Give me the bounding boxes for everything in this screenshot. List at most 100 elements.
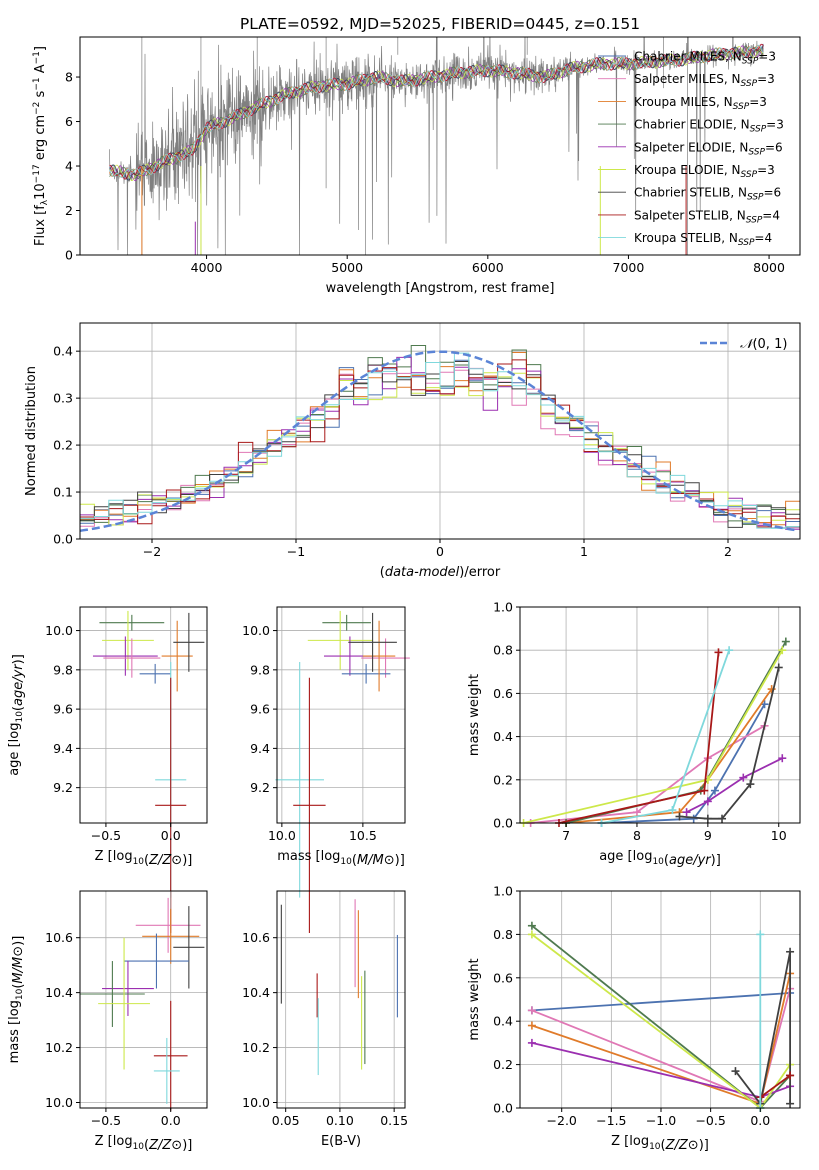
- y-tick-label: 0.0: [493, 1101, 513, 1116]
- x-tick-label: −1.5: [596, 1113, 626, 1128]
- y-tick-label: 0.4: [493, 729, 513, 744]
- y-axis-label: age [log10(age/yr)]: [7, 654, 26, 776]
- residuals-panel: −2 −1 0 1 2 0.0 0.1 0.2 0.3 0.4 (data-model)/error…: [24, 322, 801, 580]
- y-tick-label: 10.6: [242, 930, 270, 945]
- weight-series-salpeter_elodie: [682, 754, 787, 817]
- axes-frame: [276, 890, 406, 1109]
- errorbar-kroupa_elodie: [98, 937, 150, 1070]
- residual-histogram-salpeter_stelib: [80, 359, 800, 528]
- mass_vs_ebv-axes: 0.05 0.10 0.15 10.0 10.2 10.4 10.6 E(B-V): [242, 890, 408, 1149]
- x-tick-label: 8: [633, 828, 641, 843]
- errorbar-chabrier_stelib: [173, 906, 205, 989]
- errorbar-kroupa_elodie: [307, 610, 373, 670]
- y-tick-label: 0.8: [493, 643, 513, 658]
- y-tick-label: 0.0: [53, 532, 73, 547]
- x-tick-label: 10.0: [268, 828, 296, 843]
- age_vs_mass-plot-area: [275, 610, 410, 933]
- y-tick-label: 9.2: [53, 780, 73, 795]
- model-spectrum-chabrier_stelib: [109, 45, 764, 181]
- errorbar-chabrier_elodie: [99, 614, 165, 631]
- y-tick-label: 10.4: [45, 985, 73, 1000]
- weight_vs_Z-panel: −2.0 −1.5 −1.0 −0.5 0.0 0.0 0.2 0.4 0.6 0.8 1.0 Z […: [467, 884, 801, 1153]
- y-tick-label: 10.0: [45, 623, 73, 638]
- weight_vs_age-axes: 7 8 9 10 0.0 0.2 0.4 0.6 0.8 1.0 age [log10(age/yr…: [467, 600, 801, 868]
- x-tick-label: −1: [287, 544, 305, 559]
- errorbar-chabrier_stelib: [348, 612, 397, 672]
- residual-histogram-kroupa_stelib: [80, 352, 800, 529]
- y-tick-label: 10.2: [242, 1040, 270, 1055]
- weight_vs_Z-plot-area: [527, 921, 795, 1112]
- model-spectrum-kroupa_stelib: [109, 44, 764, 178]
- errorbar-kroupa_stelib: [153, 1037, 180, 1104]
- x-tick-label: −1.0: [646, 1113, 676, 1128]
- y-tick-label: 1.0: [493, 600, 513, 615]
- y-axis-label: Normed distribution: [24, 366, 39, 496]
- axes-frame: [519, 606, 801, 824]
- weight_vs_age-panel: 7 8 9 10 0.0 0.2 0.4 0.6 0.8 1.0 age [log10(age/yr…: [467, 600, 801, 868]
- y-tick-label: 2: [65, 203, 73, 218]
- x-tick-label: 7000: [613, 260, 645, 275]
- age_vs_mass-panel: 10.0 10.5 9.2 9.4 9.6 9.8 10.0 mass [log10(M/M⊙…: [242, 606, 410, 933]
- spectrum-plot-area: [109, 37, 764, 255]
- x-tick-label: 2: [724, 544, 732, 559]
- y-tick-label: 0.2: [53, 438, 73, 453]
- y-tick-label: 10.0: [242, 1095, 270, 1110]
- normal-curve: [79, 350, 798, 533]
- y-axis-label: mass [log10(M/M⊙)]: [7, 936, 26, 1064]
- legend-label: Kroupa MILES, NSSP=3: [634, 95, 767, 112]
- y-tick-label: 0.2: [493, 772, 513, 787]
- weight-series-chabrier_stelib: [675, 663, 783, 823]
- legend-label: Salpeter MILES, NSSP=3: [634, 72, 775, 89]
- y-tick-label: 4: [65, 159, 73, 174]
- y-tick-label: 9.6: [53, 702, 73, 717]
- x-axis-label: Z [log10(Z/Z⊙)]: [95, 849, 193, 868]
- x-tick-label: 0.0: [750, 1113, 770, 1128]
- errorbar-salpeter_stelib: [293, 677, 326, 933]
- mass_vs_Z-plot-area: [80, 897, 205, 1111]
- errorbar-chabrier_miles: [139, 663, 171, 684]
- legend-label: Chabrier ELODIE, NSSP=3: [634, 118, 784, 135]
- x-tick-label: −0.5: [91, 1113, 121, 1128]
- mass_vs_ebv-plot-area: [280, 899, 398, 1076]
- errorbar-salpeter_elodie: [102, 961, 154, 1016]
- errorbar-kroupa_miles: [161, 620, 193, 692]
- y-tick-label: 1.0: [493, 884, 513, 899]
- model-spectrum-salpeter_elodie: [109, 45, 764, 181]
- x-tick-label: 0: [436, 544, 444, 559]
- x-tick-label: 1: [580, 544, 588, 559]
- y-tick-label: 9.8: [53, 662, 73, 677]
- x-axis-label: (data-model)/error: [380, 565, 501, 580]
- x-tick-label: 0.05: [272, 1113, 300, 1128]
- x-axis-label: age [log10(age/yr)]: [599, 849, 721, 868]
- y-tick-label: 0.1: [53, 485, 73, 500]
- legend-label: Salpeter STELIB, NSSP=4: [634, 208, 780, 225]
- legend-label: 𝒩(0, 1): [740, 337, 787, 352]
- y-tick-label: 9.4: [53, 741, 73, 756]
- errorbar-chabrier_elodie: [322, 614, 371, 631]
- y-tick-label: 0.0: [493, 816, 513, 831]
- y-tick-label: 0.6: [493, 686, 513, 701]
- y-tick-label: 0.4: [493, 1014, 513, 1029]
- figure-title: PLATE=0592, MJD=52025, FIBERID=0445, z=0…: [240, 15, 640, 33]
- residuals-plot-area: [79, 345, 800, 533]
- legend-label: Kroupa STELIB, NSSP=4: [634, 231, 772, 248]
- y-tick-label: 0.6: [493, 970, 513, 985]
- y-tick-label: 0: [65, 248, 73, 263]
- x-tick-label: 0.10: [326, 1113, 354, 1128]
- y-tick-label: 0.8: [493, 927, 513, 942]
- legend-label: Salpeter ELODIE, NSSP=6: [634, 140, 783, 157]
- weight_vs_Z-axes: −2.0 −1.5 −1.0 −0.5 0.0 0.0 0.2 0.4 0.6 0.8 1.0 Z […: [467, 884, 801, 1153]
- mass_vs_Z-axes: −0.5 0.0 10.0 10.2 10.4 10.6 Z [log10(Z/Z⊙)] ma…: [7, 890, 208, 1153]
- spectrum-panel: 4000 5000 6000 7000 8000 0 2 4 6 8 wavelength [Ang…: [32, 36, 801, 296]
- x-axis-label: mass [log10(M/M⊙)]: [277, 849, 405, 868]
- y-tick-label: 0.3: [53, 391, 73, 406]
- legend-label: Chabrier STELIB, NSSP=6: [634, 186, 781, 203]
- errorbar-chabrier_miles: [124, 933, 189, 989]
- y-axis-label: mass weight: [467, 958, 482, 1040]
- errorbar-salpeter_elodie: [92, 636, 158, 676]
- y-axis-label: Flux [fλ10−17 erg cm−2 s−1 A−1]: [32, 46, 50, 246]
- y-tick-label: 9.4: [250, 741, 270, 756]
- x-tick-label: 0.15: [380, 1113, 408, 1128]
- axes-frame: [79, 606, 208, 824]
